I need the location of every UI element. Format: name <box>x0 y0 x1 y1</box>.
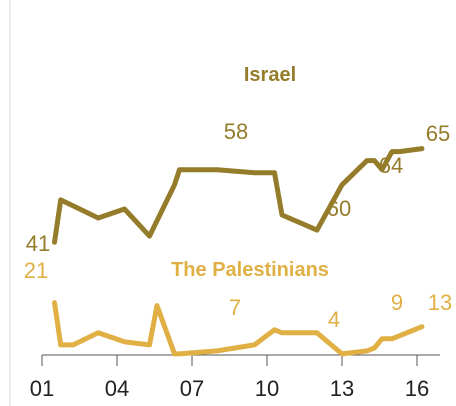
data-label-israel-41: 41 <box>26 231 50 256</box>
x-axis-ticks: 01 04 07 10 13 16 <box>30 355 429 401</box>
x-tick-label: 10 <box>255 376 279 401</box>
data-label-israel-60: 60 <box>327 196 351 221</box>
series-line-israel <box>52 146 425 245</box>
x-tick-label: 13 <box>330 376 354 401</box>
series-lines <box>52 146 425 357</box>
data-label-israel-64: 64 <box>379 153 403 178</box>
series-label-palestinians: The Palestinians <box>171 259 329 281</box>
x-tick-label: 16 <box>405 376 429 401</box>
data-label-israel-65: 65 <box>426 121 450 146</box>
x-tick-label: 07 <box>180 376 204 401</box>
data-label-palestinians-9: 9 <box>391 290 403 315</box>
data-label-palestinians-13: 13 <box>428 290 452 315</box>
data-label-palestinians-7: 7 <box>229 295 241 320</box>
series-label-israel: Israel <box>244 64 296 86</box>
data-label-israel-58: 58 <box>224 119 248 144</box>
data-label-palestinians-4: 4 <box>328 307 340 332</box>
series-line-palestinians <box>52 300 425 357</box>
data-label-palestinians-21: 21 <box>24 258 48 283</box>
x-tick-label: 01 <box>30 376 54 401</box>
x-tick-label: 04 <box>105 376 129 401</box>
